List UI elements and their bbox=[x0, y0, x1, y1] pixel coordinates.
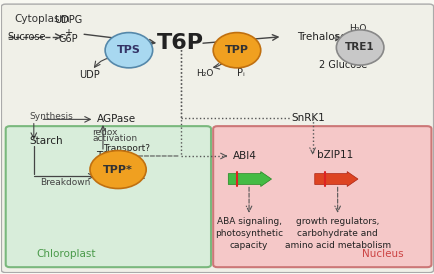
Ellipse shape bbox=[335, 30, 383, 65]
Text: T6P: T6P bbox=[96, 151, 115, 161]
Text: Transport?: Transport? bbox=[103, 144, 150, 153]
Ellipse shape bbox=[213, 33, 260, 68]
Ellipse shape bbox=[105, 33, 152, 68]
Text: Sucrose: Sucrose bbox=[8, 32, 46, 42]
Text: Chloroplast: Chloroplast bbox=[36, 249, 95, 259]
Text: TPP*: TPP* bbox=[103, 165, 133, 175]
FancyBboxPatch shape bbox=[6, 126, 210, 267]
Text: redox: redox bbox=[92, 129, 117, 138]
Text: Trehalose: Trehalose bbox=[96, 171, 146, 181]
Text: TPP: TPP bbox=[224, 45, 248, 55]
Text: Pᵢ: Pᵢ bbox=[237, 68, 245, 78]
Text: +: + bbox=[64, 28, 72, 38]
FancyArrow shape bbox=[314, 172, 357, 187]
Text: TPS: TPS bbox=[117, 45, 141, 55]
Text: carbohydrate and: carbohydrate and bbox=[296, 229, 377, 238]
Text: Nucleus: Nucleus bbox=[361, 249, 402, 259]
Text: T6P: T6P bbox=[157, 33, 204, 53]
Text: ABA signaling,: ABA signaling, bbox=[216, 217, 281, 226]
Text: bZIP11: bZIP11 bbox=[316, 150, 352, 160]
Text: ABI4: ABI4 bbox=[232, 151, 256, 161]
Text: photosynthetic: photosynthetic bbox=[214, 229, 283, 238]
Text: H₂O: H₂O bbox=[195, 69, 213, 78]
Text: growth regulators,: growth regulators, bbox=[295, 217, 378, 226]
Text: AGPase: AGPase bbox=[96, 114, 135, 124]
FancyArrow shape bbox=[228, 172, 271, 187]
Text: H₂O: H₂O bbox=[349, 24, 366, 33]
Ellipse shape bbox=[90, 150, 146, 189]
Text: amino acid metabolism: amino acid metabolism bbox=[284, 241, 390, 250]
FancyBboxPatch shape bbox=[1, 4, 433, 273]
Text: UDPG: UDPG bbox=[54, 15, 82, 25]
Text: 2 Glucose: 2 Glucose bbox=[318, 60, 366, 70]
Text: G6P: G6P bbox=[59, 34, 78, 44]
Text: SnRK1: SnRK1 bbox=[291, 113, 325, 123]
FancyBboxPatch shape bbox=[213, 126, 431, 267]
Text: Synthesis: Synthesis bbox=[30, 112, 73, 121]
Text: activation: activation bbox=[92, 134, 137, 143]
Text: TRE1: TRE1 bbox=[345, 42, 374, 53]
Text: Trehalose: Trehalose bbox=[297, 32, 346, 42]
Text: capacity: capacity bbox=[229, 241, 268, 250]
Text: Breakdown: Breakdown bbox=[40, 178, 90, 187]
Text: UDP: UDP bbox=[79, 70, 100, 80]
Text: Cytoplasm: Cytoplasm bbox=[14, 14, 70, 24]
Text: Starch: Starch bbox=[30, 136, 63, 146]
